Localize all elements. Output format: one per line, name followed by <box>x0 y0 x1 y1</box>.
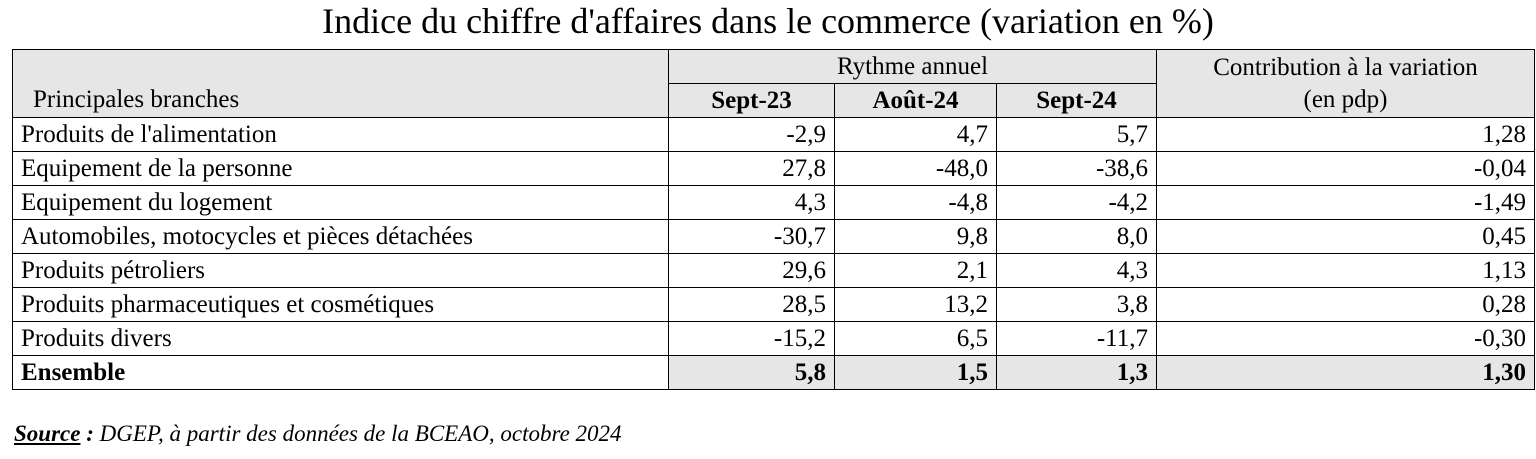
source-separator: : <box>80 421 94 446</box>
value-sept-23: 29,6 <box>668 253 835 288</box>
value-aout-24: -4,8 <box>834 185 997 220</box>
source-note: Source : DGEP, à partir des données de l… <box>14 421 622 447</box>
value-aout-24: 2,1 <box>834 253 997 288</box>
table-row: Equipement de la personne 27,8 -48,0 -38… <box>12 151 1536 186</box>
value-contribution: 1,13 <box>1156 253 1536 288</box>
table-row: Produits pharmaceutiques et cosmétiques … <box>12 287 1536 322</box>
value-contribution: -1,49 <box>1156 185 1536 220</box>
period-header-sept-24: Sept-24 <box>995 83 1158 118</box>
value-sept-24: 8,0 <box>995 219 1158 254</box>
branch-label: Produits divers <box>12 321 669 356</box>
value-sept-24: 4,3 <box>995 253 1158 288</box>
branch-label: Equipement du logement <box>12 185 669 220</box>
value-aout-24: 4,7 <box>834 117 997 152</box>
contribution-column-header: Contribution à la variation (en pdp) <box>1156 49 1536 118</box>
value-sept-23: 4,3 <box>668 185 835 220</box>
total-row: Ensemble 5,8 1,5 1,3 1,30 <box>12 355 1536 390</box>
annual-rate-group-header: Rythme annuel <box>667 49 1158 84</box>
value-aout-24: 9,8 <box>834 219 997 254</box>
value-sept-23: -15,2 <box>668 321 835 356</box>
period-header-sept-23: Sept-23 <box>668 83 835 118</box>
table-title: Indice du chiffre d'affaires dans le com… <box>322 1 1214 41</box>
value-contribution: -0,30 <box>1156 321 1536 356</box>
value-sept-24: -11,7 <box>995 321 1158 356</box>
table-row: Produits pétroliers 29,6 2,1 4,3 1,13 <box>12 253 1536 288</box>
value-contribution: 0,45 <box>1156 219 1536 254</box>
value-contribution: -0,04 <box>1156 151 1536 186</box>
value-sept-24: -38,6 <box>995 151 1158 186</box>
contribution-header-line2: (en pdp) <box>1303 85 1388 113</box>
value-sept-23: 28,5 <box>668 287 835 322</box>
value-sept-23: 27,8 <box>668 151 835 186</box>
value-sept-24: 5,7 <box>995 117 1158 152</box>
value-sept-24: 3,8 <box>995 287 1158 322</box>
table-row: Equipement du logement 4,3 -4,8 -4,2 -1,… <box>12 185 1536 220</box>
contribution-header-line1: Contribution à la variation <box>1213 53 1478 81</box>
value-aout-24: 13,2 <box>834 287 997 322</box>
branch-label: Equipement de la personne <box>12 151 669 186</box>
turnover-index-table: Principales branches Rythme annuel Contr… <box>12 49 1536 390</box>
value-sept-23: -2,9 <box>668 117 835 152</box>
total-label: Ensemble <box>12 355 669 390</box>
branch-label: Produits de l'alimentation <box>12 117 669 152</box>
period-header-aout-24: Août-24 <box>834 83 997 118</box>
value-sept-24: -4,2 <box>995 185 1158 220</box>
table-row: Automobiles, motocycles et pièces détach… <box>12 219 1536 254</box>
total-value-sept-23: 5,8 <box>668 355 835 390</box>
value-contribution: 1,28 <box>1156 117 1536 152</box>
total-value-contribution: 1,30 <box>1156 355 1536 390</box>
total-value-aout-24: 1,5 <box>834 355 997 390</box>
value-contribution: 0,28 <box>1156 287 1536 322</box>
value-sept-23: -30,7 <box>668 219 835 254</box>
source-label: Source <box>14 421 81 446</box>
table-row: Produits de l'alimentation -2,9 4,7 5,7 … <box>12 117 1536 152</box>
table-row: Produits divers -15,2 6,5 -11,7 -0,30 <box>12 321 1536 356</box>
source-text: DGEP, à partir des données de la BCEAO, … <box>93 421 622 446</box>
value-aout-24: 6,5 <box>834 321 997 356</box>
branch-label: Automobiles, motocycles et pièces détach… <box>12 219 669 254</box>
branch-column-header: Principales branches <box>12 49 669 118</box>
total-value-sept-24: 1,3 <box>995 355 1158 390</box>
branch-label: Produits pétroliers <box>12 253 669 288</box>
branch-label: Produits pharmaceutiques et cosmétiques <box>12 287 669 322</box>
value-aout-24: -48,0 <box>834 151 997 186</box>
